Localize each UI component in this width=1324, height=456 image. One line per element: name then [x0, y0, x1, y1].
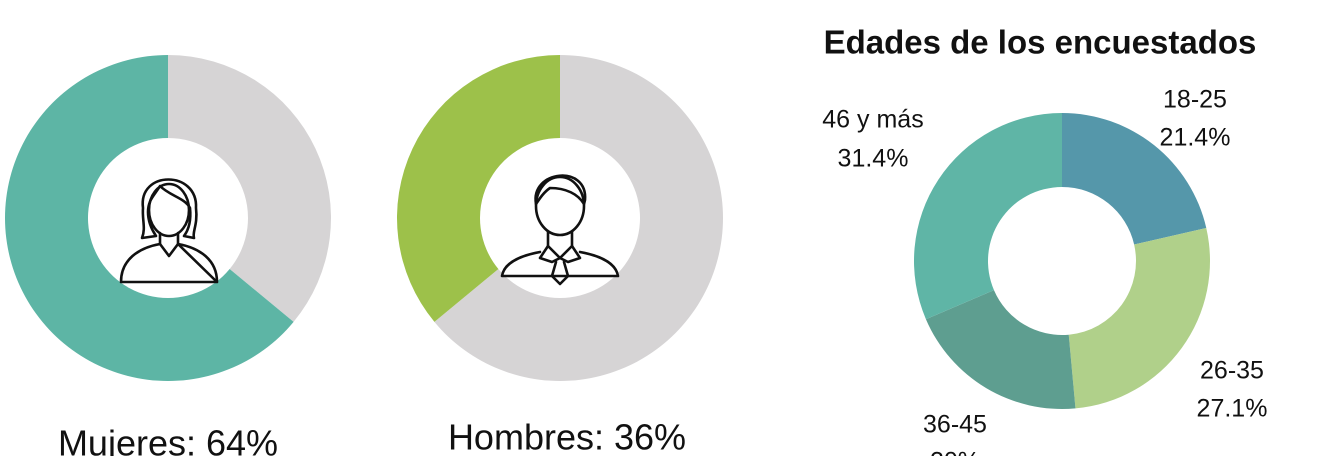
value-label: 31.4% — [838, 145, 909, 173]
donut-segment — [4, 55, 294, 382]
woman-icon — [119, 178, 219, 284]
value-label: 21.4% — [1160, 124, 1231, 152]
chart-title: Edades de los encuestados — [824, 24, 1257, 61]
value-label: Hombres: 36% — [448, 417, 686, 456]
category-label: 46 y más — [822, 106, 923, 134]
donut-segment — [434, 55, 723, 381]
category-label: 36-45 — [923, 411, 987, 439]
man-icon — [500, 174, 620, 286]
donut-segment — [168, 55, 331, 322]
donuts — [4, 55, 1210, 409]
donut-segment — [925, 290, 1076, 409]
value-label: 27.1% — [1197, 395, 1268, 423]
category-label: 18-25 — [1163, 86, 1227, 114]
donut-segment — [396, 55, 560, 322]
value-label: 20% — [930, 448, 980, 456]
value-label: Mujeres: 64% — [58, 423, 278, 456]
donut-segment — [1068, 228, 1210, 409]
donut-segment — [914, 113, 1062, 320]
donut-segment — [1062, 113, 1207, 245]
category-label: 26-35 — [1200, 357, 1264, 385]
